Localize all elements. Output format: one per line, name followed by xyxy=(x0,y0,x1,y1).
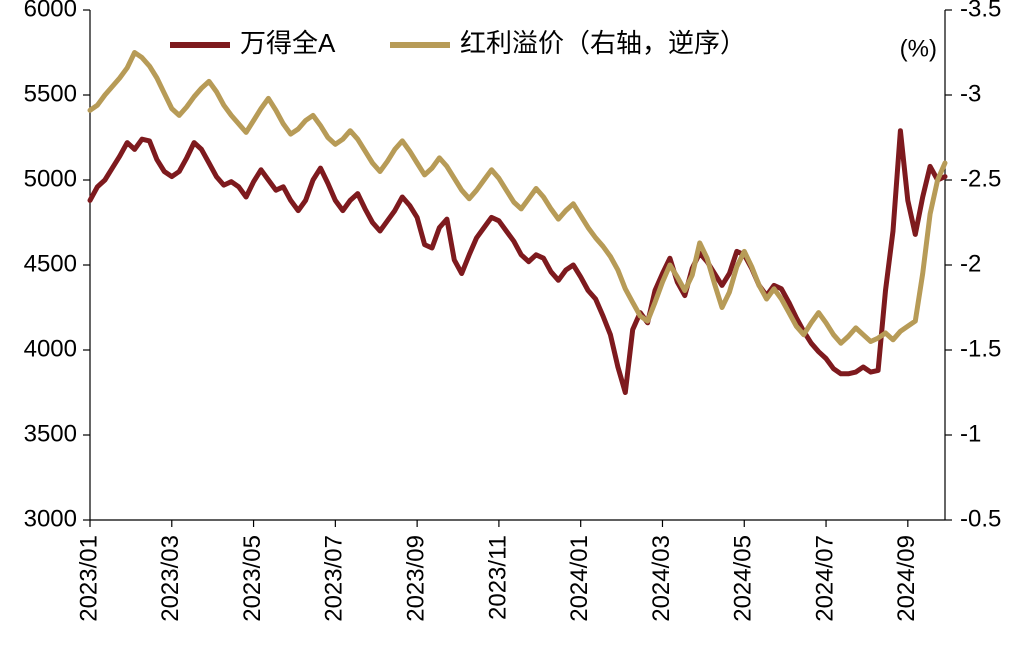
y-right-tick-label: -1.5 xyxy=(960,335,1001,362)
y-left-tick-label: 4000 xyxy=(24,335,77,362)
x-tick-label: 2023/03 xyxy=(157,535,184,622)
x-tick-label: 2024/07 xyxy=(811,535,838,622)
x-tick-label: 2023/07 xyxy=(321,535,348,622)
y-right-tick-label: -3 xyxy=(960,80,981,107)
x-tick-label: 2023/05 xyxy=(239,535,266,622)
y-left-tick-label: 4500 xyxy=(24,250,77,277)
legend-label: 万得全A xyxy=(240,28,336,58)
x-tick-label: 2024/03 xyxy=(648,535,675,622)
chart-container: 3000 3500 4000 4500 5000 5500 6000 -3.5 -3 -2.5 -2… xyxy=(0,0,1024,662)
x-tick-label: 2024/09 xyxy=(893,535,920,622)
series-line-0 xyxy=(90,131,945,393)
x-tick-label: 2023/01 xyxy=(75,535,102,622)
y-left-tick-label: 5500 xyxy=(24,80,77,107)
y-right-tick-label: -3.5 xyxy=(960,0,1001,22)
y-right-tick-label: -2 xyxy=(960,250,981,277)
series-line-1 xyxy=(90,53,945,344)
y-left-tick-label: 3000 xyxy=(24,505,77,532)
y-left-tick-label: 6000 xyxy=(24,0,77,22)
x-tick-label: 2024/01 xyxy=(566,535,593,622)
legend-label: 红利溢价（右轴，逆序） xyxy=(460,28,746,58)
y-right-tick-label: -1 xyxy=(960,420,981,447)
y-right-tick-label: -2.5 xyxy=(960,165,1001,192)
x-tick-label: 2023/09 xyxy=(402,535,429,622)
x-tick-label: 2023/11 xyxy=(484,535,511,620)
x-tick-label: 2024/05 xyxy=(730,535,757,622)
dual-axis-line-chart: 3000 3500 4000 4500 5000 5500 6000 -3.5 -3 -2.5 -2… xyxy=(0,0,1024,662)
y-left-tick-label: 5000 xyxy=(24,165,77,192)
y-left-tick-label: 3500 xyxy=(24,420,77,447)
y-right-unit-label: (%) xyxy=(900,35,937,62)
y-right-tick-label: -0.5 xyxy=(960,505,1001,532)
